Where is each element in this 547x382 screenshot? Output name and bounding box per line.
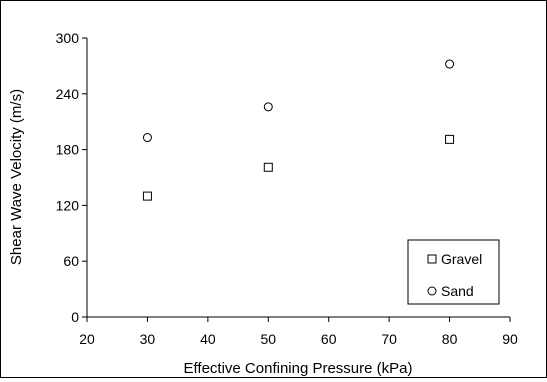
x-tick-label: 30 <box>140 331 156 347</box>
legend-label-sand: Sand <box>441 283 474 299</box>
data-point-gravel <box>445 134 455 144</box>
x-tick-label: 80 <box>442 331 458 347</box>
data-point-gravel <box>263 162 273 172</box>
x-tick-label: 60 <box>321 331 337 347</box>
x-tick-label: 70 <box>381 331 397 347</box>
y-tick-label: 240 <box>56 86 80 102</box>
x-tick-label: 20 <box>79 331 95 347</box>
y-tick-label: 0 <box>71 309 79 325</box>
x-tick-label: 50 <box>260 331 276 347</box>
y-tick-label: 300 <box>56 30 80 46</box>
y-tick-label: 180 <box>56 142 80 158</box>
legend-label-gravel: Gravel <box>441 251 482 267</box>
data-point-sand <box>445 59 455 69</box>
legend: Gravel Sand <box>407 239 500 305</box>
y-tick-label: 60 <box>63 253 79 269</box>
x-axis-title: Effective Confining Pressure (kPa) <box>184 360 413 377</box>
data-point-sand <box>142 133 152 143</box>
data-point-gravel <box>142 191 152 201</box>
legend-box <box>407 239 500 305</box>
y-tick-label: 120 <box>56 197 80 213</box>
legend-marker-gravel <box>427 254 437 264</box>
x-tick-label: 90 <box>502 331 518 347</box>
legend-marker-sand <box>427 286 437 296</box>
y-axis-title: Shear Wave Velocity (m/s) <box>8 89 25 265</box>
x-tick-label: 40 <box>200 331 216 347</box>
data-point-sand <box>263 102 273 112</box>
